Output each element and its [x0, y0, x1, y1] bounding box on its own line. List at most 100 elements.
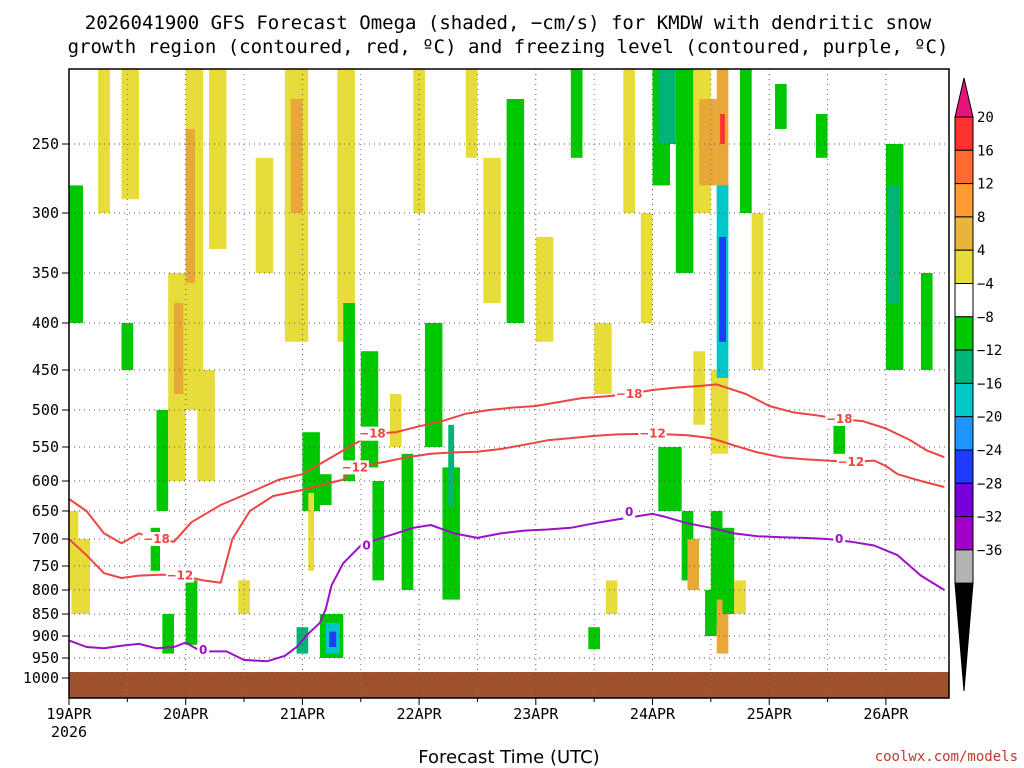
colorbar-swatch-10	[954, 416, 974, 451]
contour-label-bg-2-2	[623, 505, 636, 520]
omega-cell-37	[465, 69, 478, 158]
colorbar-label-1: 16	[977, 143, 994, 159]
credit-text: coolwx.com/models	[875, 749, 1018, 765]
omega-cell-68	[775, 84, 787, 129]
contour-label-2-1: 0	[362, 538, 370, 552]
contour-label-bg-2-1	[360, 538, 373, 553]
x-tick-label-23APR: 23APR	[513, 705, 559, 723]
y-tick-label-550: 550	[32, 438, 59, 456]
y-tick-label-450: 450	[32, 361, 59, 379]
colorbar-label-6: −8	[977, 310, 994, 326]
y-tick-label-700: 700	[32, 530, 59, 548]
omega-cell-7	[150, 527, 161, 571]
colorbar-swatch-4	[954, 216, 974, 251]
omega-cell-30	[372, 481, 385, 581]
chart-title-line-1: 2026041900 GFS Forecast Omega (shaded, −…	[85, 12, 932, 34]
colorbar-bottom-arrow	[954, 582, 974, 692]
colorbar-label-3: 8	[977, 210, 985, 226]
omega-cell-69	[815, 114, 828, 158]
contour-label-2-2: 0	[625, 505, 633, 519]
contour-label-1-3: −12	[838, 455, 865, 469]
omega-cell-36	[448, 424, 455, 505]
contour-label-bg-1-0	[165, 568, 194, 583]
omega-cell-66	[740, 69, 752, 213]
omega-cell-63	[720, 114, 725, 144]
omega-cell-65	[734, 580, 746, 614]
omega-cell-6	[156, 410, 169, 511]
colorbar-swatch-14	[954, 549, 974, 584]
contour-label-0-1: −18	[359, 427, 386, 441]
omega-cell-33	[413, 69, 425, 213]
contour-label-bg-0-2	[615, 387, 644, 401]
omega-cell-70	[833, 424, 846, 454]
plot-frame	[68, 68, 950, 699]
omega-cell-55	[699, 99, 717, 186]
y-tick-label-1000: 1000	[23, 669, 59, 687]
y-tick-label-600: 600	[32, 472, 59, 490]
contour-label-bg-1-3	[836, 454, 865, 469]
colorbar-swatch-1	[954, 116, 974, 151]
omega-cell-14	[197, 370, 215, 481]
colorbar-swatch-3	[954, 183, 974, 218]
omega-cell-54	[693, 351, 706, 425]
colorbar-label-9: −20	[977, 410, 1002, 426]
omega-cell-13	[185, 580, 198, 645]
omega-cell-44	[605, 580, 618, 614]
omega-cell-48	[658, 447, 682, 511]
omega-cell-62	[719, 237, 727, 342]
omega-cell-17	[255, 157, 274, 273]
omega-cell-35	[442, 467, 460, 600]
omega-cell-45	[623, 69, 635, 213]
x-year-label: 2026	[51, 723, 87, 741]
colorbar-swatch-2	[954, 149, 974, 185]
omega-cell-16	[238, 580, 250, 614]
contour-label-bg-1-2	[638, 426, 667, 441]
y-tick-label-800: 800	[32, 581, 59, 599]
contour-line-0	[68, 383, 945, 545]
omega-cell-19	[290, 99, 303, 213]
contour-label-0-2: −18	[616, 387, 643, 401]
omega-cell-15	[209, 69, 227, 249]
contour-label-1-1: −12	[342, 460, 369, 474]
y-tick-label-250: 250	[32, 135, 59, 153]
omega-cell-10	[174, 303, 184, 394]
omega-cell-8	[162, 614, 175, 654]
y-tick-label-950: 950	[32, 649, 59, 667]
omega-cell-26	[329, 631, 337, 647]
contour-label-bg-0-3	[825, 411, 854, 426]
contour-lines: −18 −18 −18 −18 −12 −12 −12 −12 0 0 0 0	[68, 383, 945, 663]
omega-cell-28	[343, 303, 355, 481]
colorbar-label-5: −4	[977, 277, 994, 293]
chart-title-line-2: growth region (contoured, red, ºC) and f…	[68, 36, 949, 58]
terrain-ground	[69, 672, 949, 698]
contour-label-bg-1-1	[340, 460, 369, 475]
y-tick-label-650: 650	[32, 502, 59, 520]
y-tick-label-300: 300	[32, 204, 59, 222]
colorbar-label-11: −28	[977, 476, 1002, 492]
omega-cell-4	[121, 69, 140, 200]
omega-cell-22	[308, 493, 315, 571]
contour-line-2	[68, 512, 945, 663]
omega-cell-50	[675, 69, 694, 273]
colorbar-swatch-5	[954, 249, 974, 284]
x-tick-label-20APR: 20APR	[163, 705, 209, 723]
colorbar-label-8: −16	[977, 376, 1002, 392]
colorbar-swatch-7	[954, 316, 974, 351]
omega-cell-23	[314, 474, 332, 505]
colorbar-top-arrow	[954, 77, 974, 118]
colorbar-swatch-12	[954, 482, 974, 518]
omega-cell-38	[483, 157, 501, 303]
omega-cell-60	[716, 599, 729, 654]
colorbar-label-2: 12	[977, 177, 994, 193]
contour-label-bg-2-3	[833, 532, 846, 546]
contour-label-2-0: 0	[199, 643, 207, 657]
colorbar-swatch-9	[954, 382, 974, 418]
omega-cell-52	[687, 539, 700, 590]
omega-cell-27	[337, 69, 355, 342]
omega-cell-34	[424, 323, 443, 447]
omega-cell-49	[658, 69, 676, 144]
omega-cell-43	[588, 627, 600, 650]
colorbar-label-7: −12	[977, 343, 1002, 359]
omega-cell-31	[389, 394, 402, 447]
